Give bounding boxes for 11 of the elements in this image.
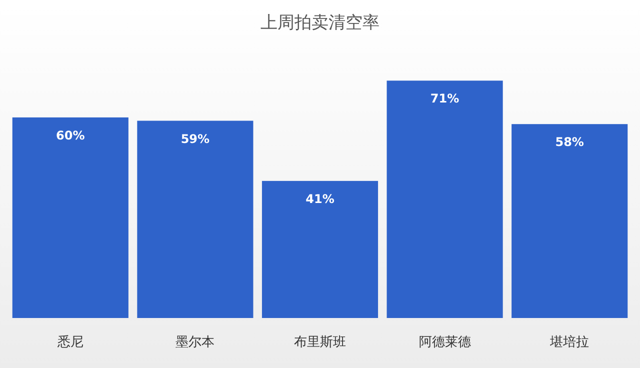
x-tick-label: 墨尔本 bbox=[176, 335, 215, 350]
x-tick-label: 悉尼 bbox=[56, 335, 84, 350]
x-tick-label: 堪培拉 bbox=[549, 335, 590, 350]
data-label: 60% bbox=[56, 128, 85, 142]
chart-title: 上周拍卖清空率 bbox=[260, 13, 380, 33]
data-label: 58% bbox=[555, 135, 584, 150]
x-tick-label: 布里斯班 bbox=[294, 335, 346, 350]
data-label: 71% bbox=[430, 92, 460, 106]
x-tick-label: 阿德莱德 bbox=[418, 335, 471, 350]
data-label: 41% bbox=[306, 192, 334, 206]
data-label: 59% bbox=[180, 132, 210, 146]
